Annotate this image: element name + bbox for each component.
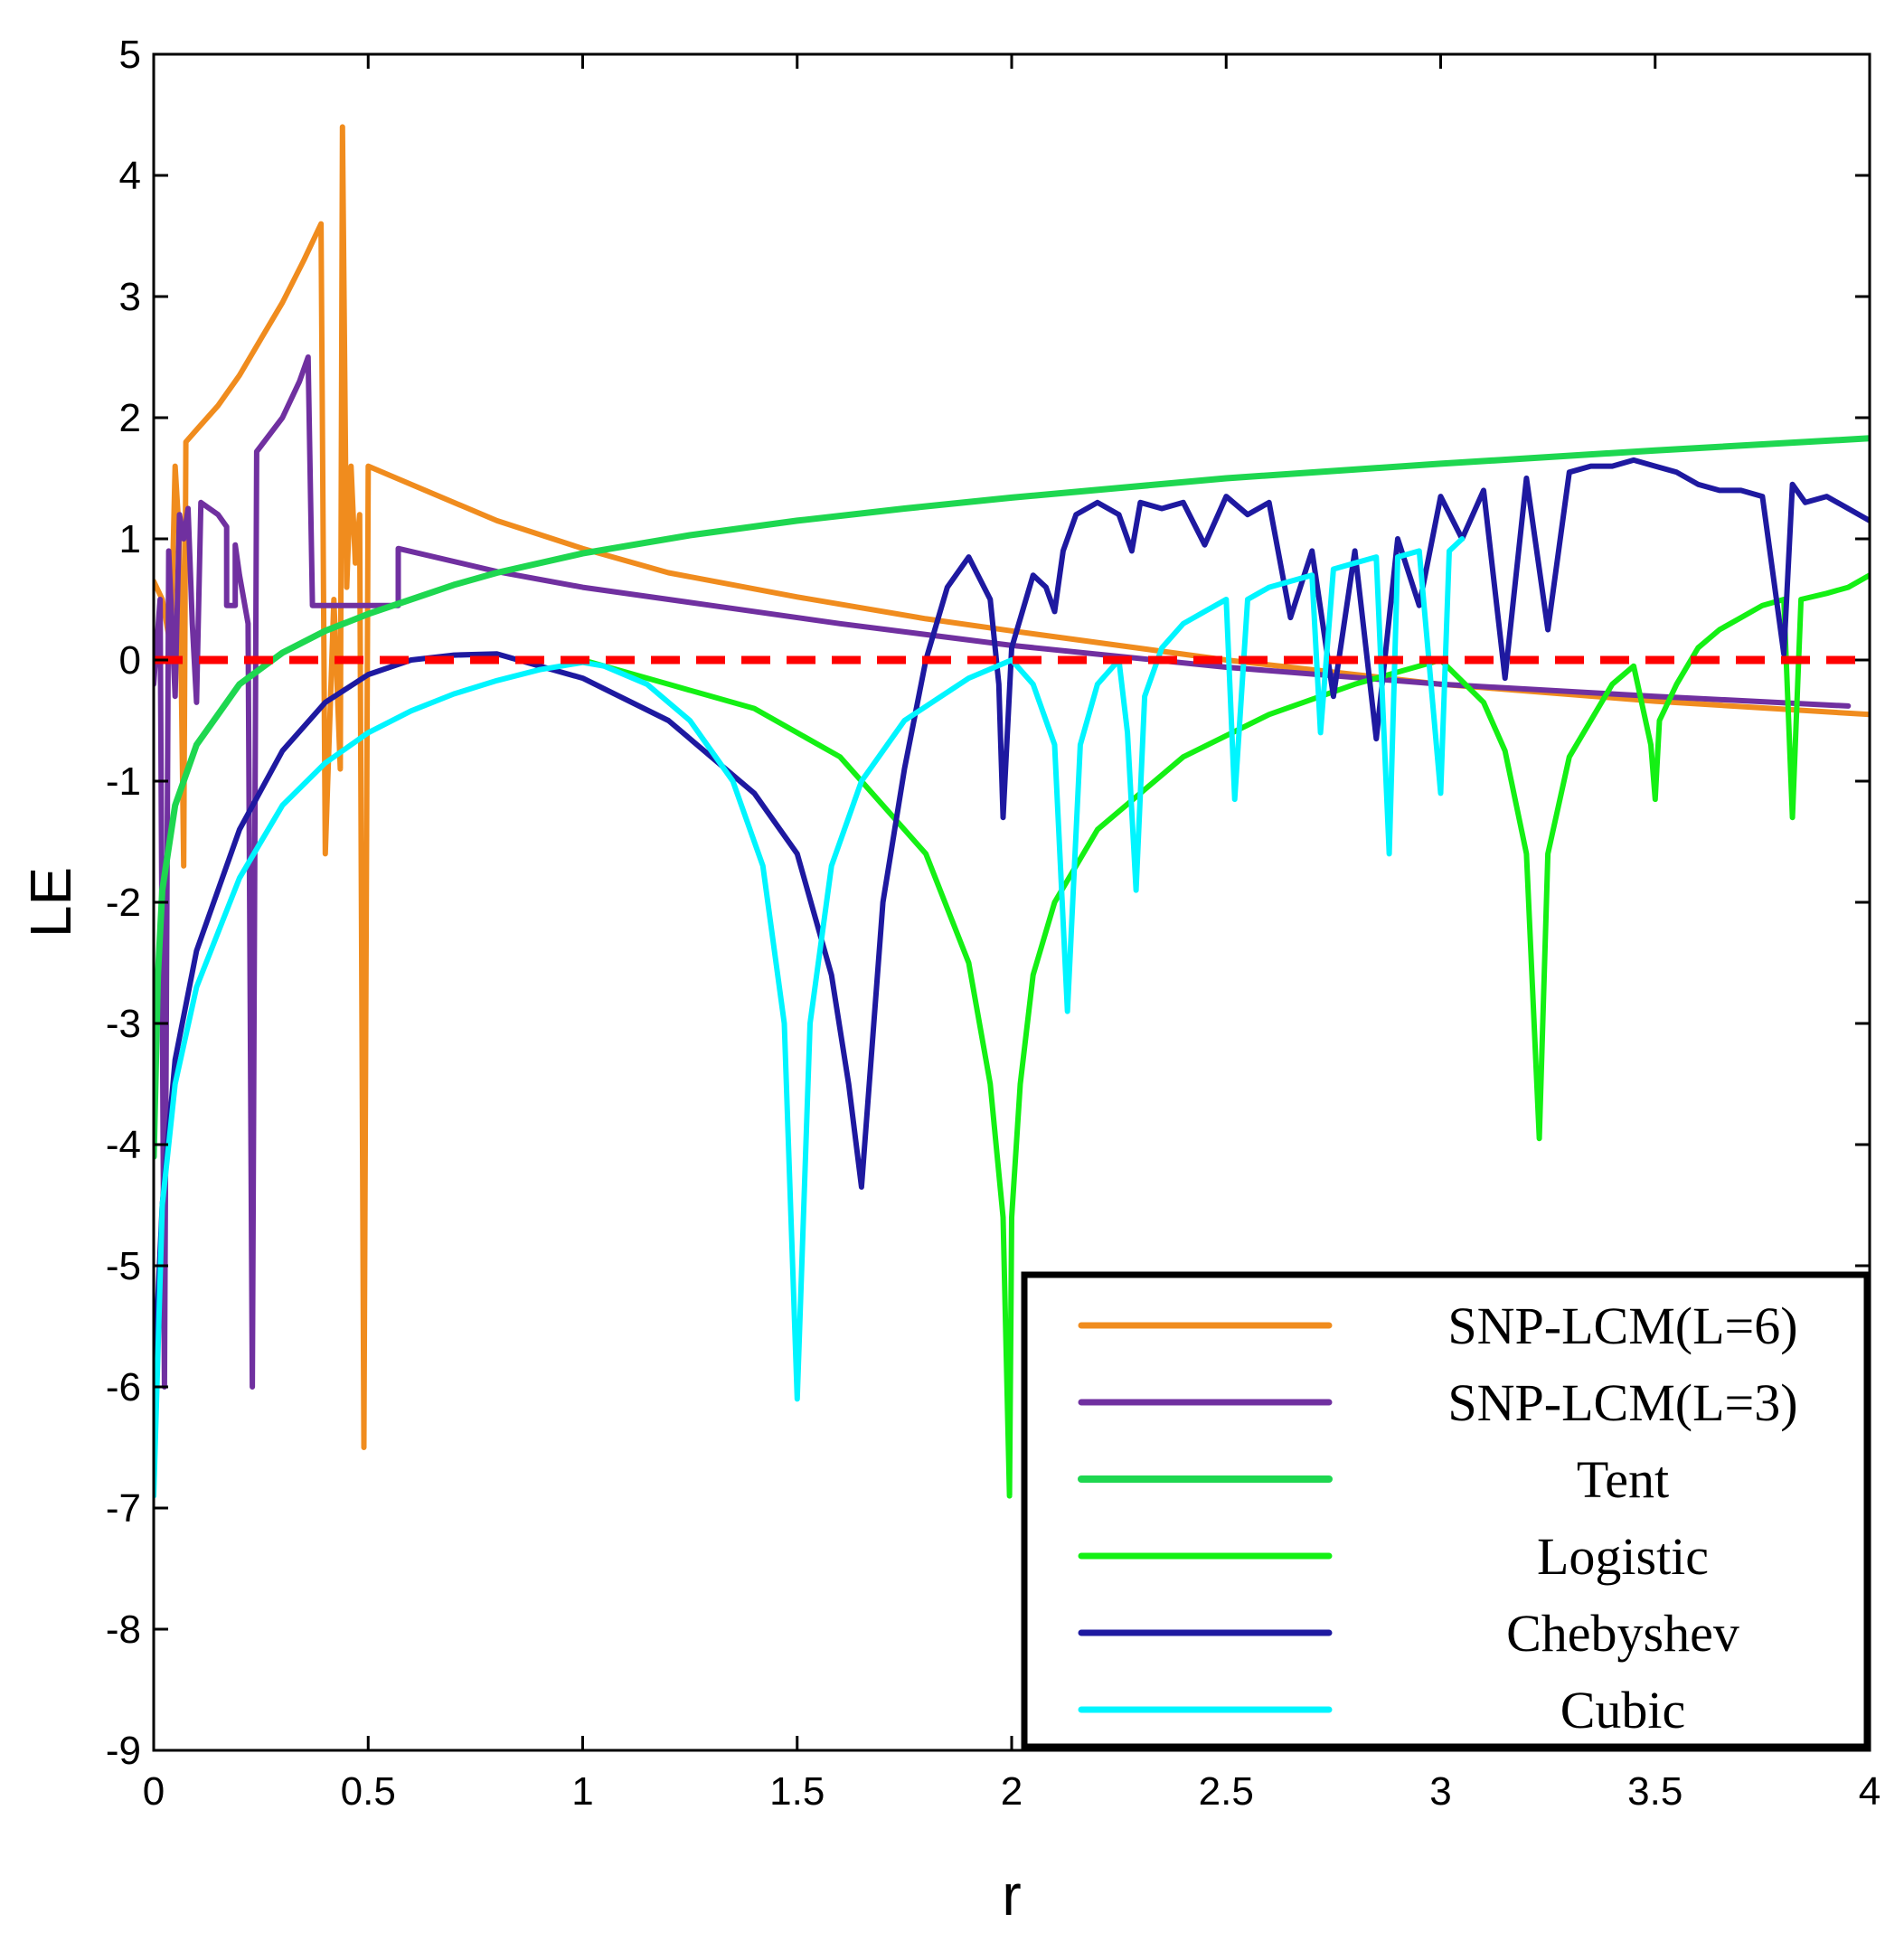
y-tick-label: -3	[106, 1002, 141, 1046]
axis-ticks: 0 0.5 1 1.5 2 2.5 3 3.5 4 5 4 3 2 1 0 -1 -2 -3 -4 -5 -6 -7 -8 -…	[106, 33, 1880, 1814]
y-tick-label: 5	[119, 33, 141, 77]
x-tick-label: 3	[1429, 1769, 1451, 1814]
series-line-snp-lcm-l-6	[154, 124, 1870, 1450]
x-tick-label: 4	[1859, 1769, 1880, 1814]
legend-box	[1021, 1271, 1871, 1750]
legend-label: SNP-LCM(L=6)	[1447, 1296, 1797, 1355]
y-tick-label: -1	[106, 759, 141, 804]
x-tick-label: 0	[143, 1769, 165, 1814]
x-tick-label: 2	[1001, 1769, 1023, 1814]
legend: SNP-LCM(L=6) SNP-LCM(L=3) Tent Logistic Cheb…	[1021, 1271, 1871, 1750]
legend-label: Logistic	[1537, 1527, 1709, 1586]
y-axis-title: LE	[18, 867, 83, 938]
y-tick-label: -4	[106, 1123, 141, 1167]
y-tick-label: -8	[106, 1607, 141, 1652]
legend-label: Tent	[1577, 1450, 1669, 1509]
x-tick-label: 1.5	[769, 1769, 825, 1814]
y-tick-label: -7	[106, 1486, 141, 1531]
legend-label: Chebyshev	[1506, 1604, 1739, 1663]
legend-label: SNP-LCM(L=3)	[1447, 1373, 1797, 1432]
y-tick-label: 1	[119, 517, 141, 561]
y-tick-label: -6	[106, 1365, 141, 1409]
series-layer	[154, 124, 1870, 1499]
x-tick-label: 2.5	[1199, 1769, 1254, 1814]
x-tick-label: 1	[571, 1769, 593, 1814]
series-line-tent	[154, 435, 1870, 1160]
y-tick-label: 0	[119, 638, 141, 683]
x-tick-label: 0.5	[341, 1769, 396, 1814]
x-tick-label: 3.5	[1627, 1769, 1682, 1814]
y-tick-label: 3	[119, 275, 141, 319]
y-tick-label: -9	[106, 1729, 141, 1773]
y-tick-label: -5	[106, 1244, 141, 1288]
series-line-chebyshev	[154, 457, 1870, 1390]
y-tick-label: 4	[119, 154, 141, 198]
x-axis-title: r	[1002, 1862, 1021, 1928]
series-line-logistic	[580, 572, 1870, 1499]
y-tick-label: 2	[119, 396, 141, 440]
legend-label: Cubic	[1560, 1681, 1686, 1739]
series-line-cubic	[154, 536, 1466, 1499]
y-tick-label: -2	[106, 881, 141, 925]
series-line-snp-lcm-l-3	[154, 354, 1852, 1390]
